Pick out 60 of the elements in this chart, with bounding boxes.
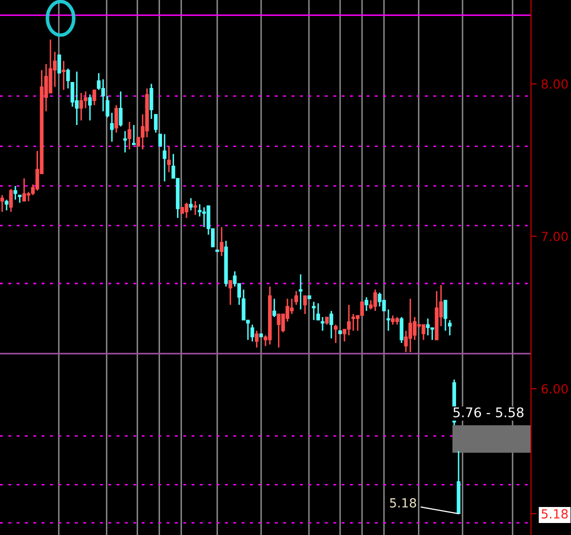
- candlestick: [184, 202, 188, 219]
- candlestick: [444, 300, 448, 332]
- candlestick: [303, 295, 307, 315]
- candlestick: [320, 316, 324, 332]
- candlestick: [294, 290, 298, 306]
- candlestick: [360, 301, 364, 316]
- candlestick: [250, 324, 254, 342]
- candlestick: [193, 200, 198, 216]
- candlestick: [189, 197, 193, 212]
- y-tick-label: 6.00: [542, 384, 568, 394]
- candlestick: [390, 314, 395, 326]
- y-tick-label: 7.00: [542, 232, 568, 242]
- candlestick: [408, 298, 412, 353]
- candlestick: [118, 90, 123, 128]
- candlestick: [128, 121, 132, 150]
- candlestick: [14, 185, 18, 200]
- candlestick: [290, 298, 294, 315]
- candlestick: [448, 319, 452, 336]
- candlestick: [198, 204, 202, 218]
- candlestick: [316, 302, 320, 321]
- candlestick: [114, 104, 118, 134]
- candlestick: [79, 92, 84, 122]
- candlestick: [422, 324, 426, 341]
- candlestick: [426, 318, 430, 336]
- candlestick: [400, 316, 404, 344]
- candlestick: [220, 226, 224, 257]
- candlestick: [9, 188, 13, 213]
- candlestick: [334, 324, 338, 344]
- candlestick: [66, 68, 70, 90]
- candlestick: [298, 274, 302, 310]
- candlestick: [154, 114, 158, 134]
- candlestick: [351, 313, 356, 332]
- band-label: 5.76 - 5.58: [453, 407, 524, 418]
- candlestick: [74, 70, 79, 126]
- candlestick: [162, 133, 166, 182]
- candlestick: [373, 288, 378, 312]
- candlestick: [167, 146, 171, 173]
- candlestick: [150, 83, 154, 120]
- candlestick: [329, 310, 334, 340]
- candlestick: [4, 198, 8, 212]
- candlestick: [272, 298, 276, 318]
- candlestick: [228, 280, 232, 306]
- candlestick: [57, 54, 62, 74]
- candlestick: [158, 134, 162, 147]
- candlestick: [276, 313, 281, 348]
- y-tick-label: 5.18: [542, 509, 568, 519]
- candlestick: [412, 316, 417, 341]
- candlestick: [88, 94, 92, 122]
- y-tick-label: 8.00: [542, 79, 568, 89]
- candlestick: [62, 60, 66, 91]
- candlestick: [364, 296, 368, 312]
- candlestick: [70, 82, 74, 108]
- candlestick: [312, 301, 316, 321]
- candlestick: [254, 330, 259, 348]
- candlestick: [123, 130, 127, 154]
- annotation: 5.18: [390, 498, 416, 508]
- candlestick: [430, 327, 434, 341]
- candlestick: [0, 194, 4, 213]
- candlestick: [132, 124, 136, 146]
- candlestick: [92, 89, 96, 106]
